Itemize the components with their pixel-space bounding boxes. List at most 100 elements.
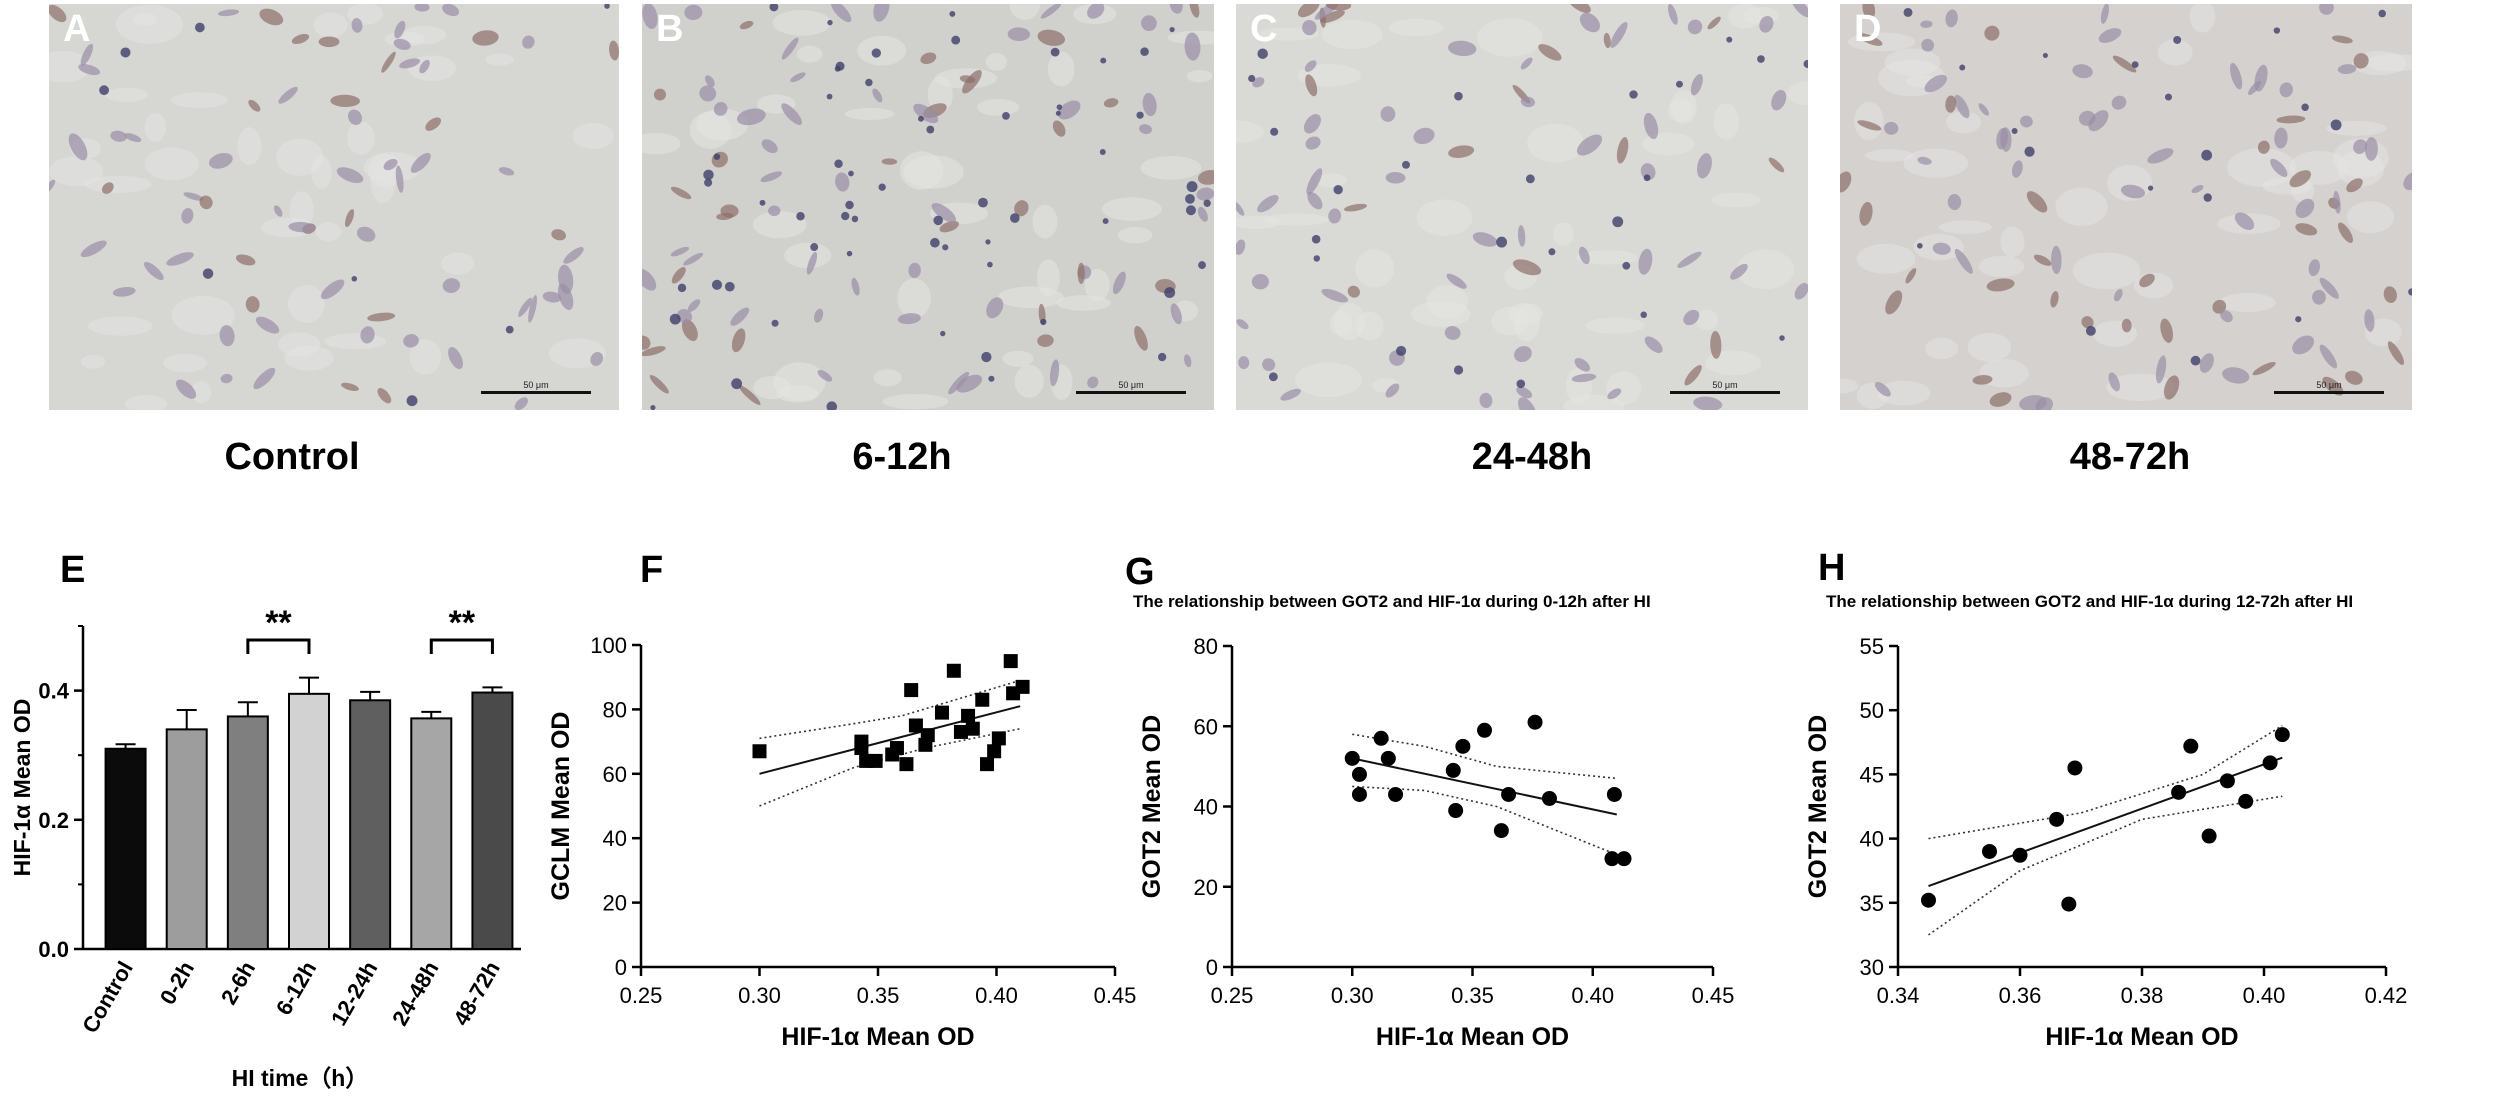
cell-nucleus bbox=[761, 139, 778, 154]
dark-nucleus bbox=[1757, 55, 1765, 63]
cell-nucleus bbox=[403, 334, 419, 348]
cell-nucleus bbox=[2163, 375, 2180, 400]
dark-nucleus bbox=[1333, 185, 1343, 195]
tissue-vacuole bbox=[844, 107, 895, 121]
cell-nucleus bbox=[1989, 392, 2012, 407]
cell-nucleus bbox=[1858, 33, 1883, 46]
y-axis-title: GOT2 Mean OD bbox=[1804, 715, 1832, 898]
dark-nucleus bbox=[826, 401, 838, 410]
cell-nucleus bbox=[1238, 356, 1250, 370]
tissue-vacuole bbox=[1585, 317, 1645, 334]
cell-nucleus bbox=[1574, 358, 1591, 372]
dark-nucleus bbox=[1640, 311, 1647, 319]
cell-nucleus bbox=[2295, 223, 2318, 236]
dark-nucleus bbox=[731, 378, 743, 390]
dark-nucleus bbox=[2085, 325, 2096, 336]
tissue-vacuole bbox=[2000, 226, 2025, 258]
cell-nucleus bbox=[731, 328, 746, 353]
bar bbox=[104, 747, 147, 950]
tissue-vacuole bbox=[927, 76, 953, 113]
y-tick-label: 20 bbox=[603, 891, 627, 916]
dark-nucleus bbox=[769, 4, 779, 12]
data-point bbox=[1921, 892, 1936, 908]
cell-nucleus bbox=[1538, 44, 1562, 61]
cell-nucleus bbox=[2147, 148, 2174, 164]
cell-nucleus bbox=[790, 72, 806, 83]
cell-nucleus bbox=[1134, 325, 1148, 351]
cell-nucleus bbox=[176, 379, 197, 399]
cell-nucleus bbox=[110, 130, 127, 142]
tissue-vacuole bbox=[1315, 173, 1347, 188]
cell-nucleus bbox=[649, 375, 669, 394]
dark-nucleus bbox=[1050, 47, 1060, 57]
cell-nucleus bbox=[830, 4, 852, 23]
dark-nucleus bbox=[2201, 149, 2213, 161]
cell-nucleus bbox=[1183, 354, 1192, 368]
cell-nucleus bbox=[248, 99, 261, 112]
tissue-vacuole bbox=[1014, 364, 1044, 398]
bar bbox=[349, 699, 392, 950]
y-tick-label: 30 bbox=[1860, 955, 1884, 980]
dark-nucleus bbox=[878, 183, 886, 191]
cell-nucleus bbox=[2332, 35, 2353, 44]
cell-nucleus bbox=[2020, 115, 2033, 128]
y-tick-label: 80 bbox=[1194, 634, 1218, 659]
cell-nucleus bbox=[1954, 248, 1973, 274]
confidence-band-upper bbox=[759, 679, 1021, 740]
dark-nucleus bbox=[2173, 35, 2182, 44]
cell-nucleus bbox=[557, 283, 574, 311]
tissue-vacuole bbox=[752, 211, 807, 239]
panel-letter-g: G bbox=[1125, 551, 1155, 593]
scale-label-b: 50 μm bbox=[1118, 380, 1144, 390]
cell-nucleus bbox=[124, 133, 142, 143]
cell-nucleus bbox=[1302, 19, 1317, 36]
cell-nucleus bbox=[768, 205, 781, 217]
tissue-vacuole bbox=[772, 9, 832, 36]
dark-nucleus bbox=[2330, 119, 2342, 131]
tissue-vacuole bbox=[1939, 220, 1992, 234]
dark-nucleus bbox=[1313, 255, 1321, 262]
cell-nucleus bbox=[1921, 38, 1935, 52]
scale-bar-c: 50 μm bbox=[1670, 380, 1780, 394]
x-tick-label: 0.45 bbox=[1094, 983, 1137, 1008]
tissue-vacuole bbox=[163, 353, 207, 373]
tissue-vacuole bbox=[276, 138, 324, 176]
dark-nucleus bbox=[1099, 149, 1106, 156]
data-point bbox=[1003, 654, 1018, 669]
cell-nucleus bbox=[881, 158, 898, 165]
y-tick-label: 40 bbox=[603, 826, 627, 851]
cell-nucleus bbox=[419, 59, 430, 74]
tissue-vacuole bbox=[49, 50, 91, 83]
cell-nucleus bbox=[2279, 82, 2293, 98]
cell-nucleus bbox=[704, 75, 715, 87]
data-point bbox=[889, 741, 904, 756]
cell-nucleus bbox=[2114, 288, 2123, 302]
cell-nucleus bbox=[959, 75, 976, 84]
cell-nucleus bbox=[2212, 299, 2227, 314]
cell-nucleus bbox=[1196, 187, 1214, 201]
cell-nucleus bbox=[670, 246, 690, 257]
cell-nucleus bbox=[2139, 273, 2155, 288]
cell-nucleus bbox=[1571, 373, 1597, 383]
x-tick-label: 0.25 bbox=[1211, 983, 1254, 1008]
dark-nucleus bbox=[669, 313, 681, 325]
data-point bbox=[1373, 730, 1389, 746]
dark-nucleus bbox=[2378, 9, 2386, 18]
data-point bbox=[1344, 750, 1360, 766]
y-axis-title: GCLM Mean OD bbox=[547, 712, 575, 901]
tissue-vacuole bbox=[1009, 4, 1040, 20]
photo-panel-c: C 50 μm bbox=[1236, 4, 1808, 410]
y-tick-label: 60 bbox=[603, 762, 627, 787]
dark-nucleus bbox=[1010, 213, 1020, 223]
cell-nucleus bbox=[1037, 334, 1054, 347]
cell-nucleus bbox=[383, 158, 398, 171]
data-point bbox=[2067, 760, 2083, 776]
cell-nucleus bbox=[713, 101, 728, 116]
cell-nucleus bbox=[143, 261, 164, 281]
y-tick-label: 0 bbox=[1206, 955, 1218, 980]
tissue-vacuole bbox=[1140, 155, 1202, 180]
confidence-band-lower bbox=[1928, 795, 2283, 936]
cell-nucleus bbox=[80, 43, 94, 66]
tissue-vacuole bbox=[642, 132, 681, 155]
